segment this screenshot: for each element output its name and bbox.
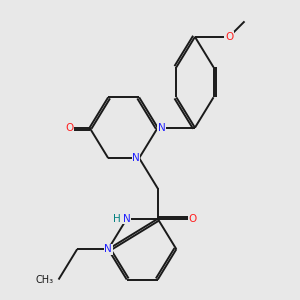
Text: H: H <box>113 214 121 224</box>
Text: O: O <box>225 32 233 42</box>
Text: CH₃: CH₃ <box>36 274 54 285</box>
Text: N: N <box>104 244 112 254</box>
Text: N: N <box>132 153 140 163</box>
Text: O: O <box>188 214 196 224</box>
Text: N: N <box>123 214 130 224</box>
Text: O: O <box>65 123 74 133</box>
Text: N: N <box>158 123 165 133</box>
